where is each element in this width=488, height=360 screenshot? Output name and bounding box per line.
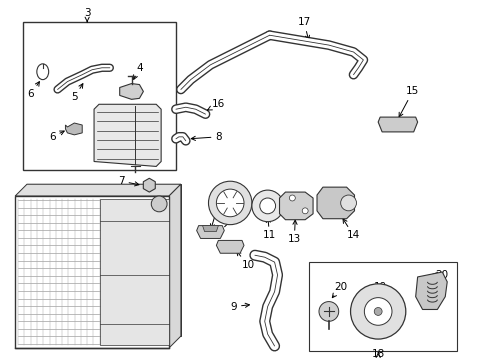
Polygon shape <box>15 184 181 196</box>
Text: 12: 12 <box>208 219 233 240</box>
Circle shape <box>318 302 338 321</box>
Text: 4: 4 <box>133 63 142 79</box>
Polygon shape <box>94 104 161 166</box>
Polygon shape <box>316 187 354 219</box>
Text: 9: 9 <box>230 302 249 311</box>
Text: 20: 20 <box>432 270 448 280</box>
Bar <box>23 22 176 170</box>
Circle shape <box>373 307 381 315</box>
Bar <box>308 262 456 351</box>
Text: 18: 18 <box>371 349 384 359</box>
Polygon shape <box>27 184 181 336</box>
Text: 6: 6 <box>49 131 64 142</box>
Text: 11: 11 <box>263 218 276 240</box>
Polygon shape <box>120 84 143 99</box>
Polygon shape <box>196 226 224 238</box>
Text: 5: 5 <box>71 84 82 102</box>
Polygon shape <box>15 196 169 348</box>
Text: 14: 14 <box>342 219 359 240</box>
Circle shape <box>289 195 295 201</box>
Circle shape <box>302 208 307 214</box>
Polygon shape <box>169 184 181 348</box>
Text: 8: 8 <box>191 132 221 142</box>
Text: 15: 15 <box>398 86 419 117</box>
Text: 20: 20 <box>332 282 346 298</box>
Polygon shape <box>415 272 447 310</box>
Circle shape <box>364 298 391 325</box>
Circle shape <box>340 195 356 211</box>
Text: 10: 10 <box>236 251 254 270</box>
Polygon shape <box>100 199 169 345</box>
Circle shape <box>251 190 283 222</box>
Text: 6: 6 <box>27 82 40 99</box>
Text: 3: 3 <box>83 8 90 22</box>
Polygon shape <box>216 240 244 253</box>
Text: 13: 13 <box>287 220 300 244</box>
Text: 16: 16 <box>207 99 224 110</box>
Polygon shape <box>202 226 218 231</box>
Circle shape <box>216 189 244 217</box>
Circle shape <box>208 181 251 225</box>
Polygon shape <box>65 123 82 135</box>
Circle shape <box>350 284 405 339</box>
Text: 7: 7 <box>118 176 139 186</box>
Text: 1: 1 <box>138 218 149 228</box>
Text: 19: 19 <box>373 282 386 292</box>
Polygon shape <box>279 192 312 220</box>
Circle shape <box>151 196 167 212</box>
Circle shape <box>259 198 275 214</box>
Text: 17: 17 <box>297 17 310 40</box>
Polygon shape <box>377 117 417 132</box>
Text: 2: 2 <box>210 193 223 228</box>
